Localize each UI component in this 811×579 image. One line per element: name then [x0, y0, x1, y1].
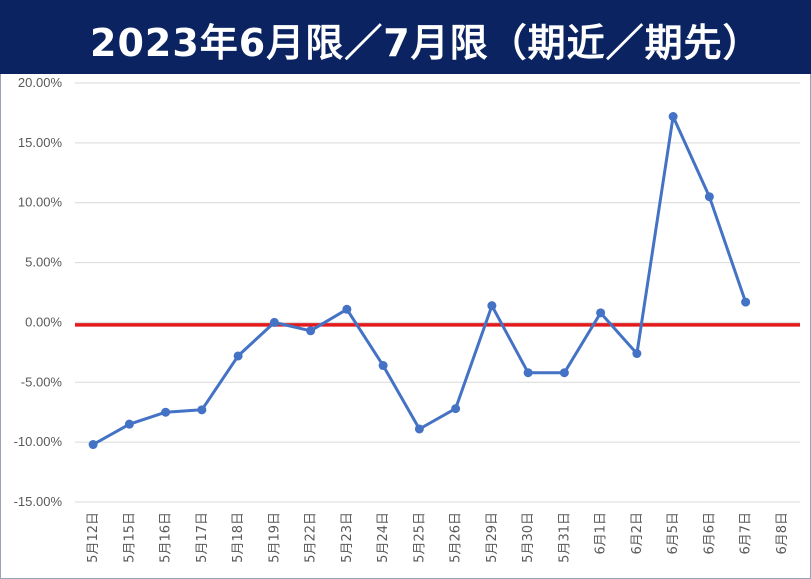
x-tick-label: 5月26日	[449, 512, 464, 563]
x-tick-label: 5月15日	[122, 512, 137, 563]
x-tick-label: 5月17日	[195, 512, 210, 563]
data-point	[378, 361, 388, 371]
data-point	[632, 349, 642, 359]
x-tick-label: 6月2日	[630, 512, 645, 555]
chart-title: 2023年6月限／7月限（期近／期先）	[90, 21, 762, 65]
series-line-group	[88, 112, 751, 450]
x-tick-label: 5月30日	[521, 512, 536, 563]
x-tick-label: 5月31日	[557, 512, 572, 563]
data-point	[197, 405, 207, 415]
x-axis-ticks: 5月12日 5月15日 5月16日 5月17日 5月18日 5月19日 5月22日 5月23日…	[86, 512, 790, 563]
x-tick-label: 5月18日	[231, 512, 246, 563]
x-tick-label: 5月19日	[267, 512, 282, 563]
title-bar: 2023年6月限／7月限（期近／期先）	[0, 0, 811, 74]
data-point	[704, 192, 714, 202]
x-tick-label: 6月7日	[739, 512, 754, 555]
x-tick-label: 5月25日	[412, 512, 427, 563]
data-point	[668, 112, 678, 122]
gridlines	[75, 82, 800, 503]
data-point	[161, 407, 171, 417]
y-tick-label: -15.00%	[14, 494, 63, 509]
data-point	[233, 351, 243, 361]
data-point	[487, 301, 497, 311]
y-tick-label: 5.00%	[25, 255, 62, 270]
y-tick-label: 0.00%	[25, 314, 62, 329]
x-tick-label: 5月12日	[86, 512, 101, 563]
x-tick-label: 6月8日	[775, 512, 790, 555]
series-line	[92, 115, 748, 446]
y-tick-label: -10.00%	[14, 434, 63, 449]
y-tick-label: 10.00%	[18, 195, 63, 210]
data-point	[596, 308, 606, 318]
y-tick-label: 15.00%	[18, 135, 63, 150]
x-tick-label: 5月16日	[159, 512, 174, 563]
data-point	[306, 326, 316, 336]
data-point	[523, 368, 533, 378]
x-tick-label: 5月22日	[304, 512, 319, 563]
x-tick-label: 5月29日	[485, 512, 500, 563]
data-point	[741, 297, 751, 307]
data-point	[342, 304, 352, 314]
data-point	[124, 419, 134, 429]
data-point	[269, 317, 279, 327]
x-tick-label: 5月24日	[376, 512, 391, 563]
x-tick-label: 5月23日	[340, 512, 355, 563]
y-axis-ticks: 20.00% 15.00% 10.00% 5.00% 0.00% -5.00% -10.00…	[14, 75, 63, 509]
data-point	[414, 424, 424, 434]
data-point	[451, 404, 461, 414]
x-tick-label: 6月6日	[702, 512, 717, 555]
x-tick-label: 6月5日	[666, 512, 681, 555]
data-point	[88, 440, 98, 450]
y-tick-label: -5.00%	[21, 374, 63, 389]
data-point	[559, 368, 569, 378]
y-tick-label: 20.00%	[18, 75, 63, 90]
x-tick-label: 6月1日	[594, 512, 609, 555]
